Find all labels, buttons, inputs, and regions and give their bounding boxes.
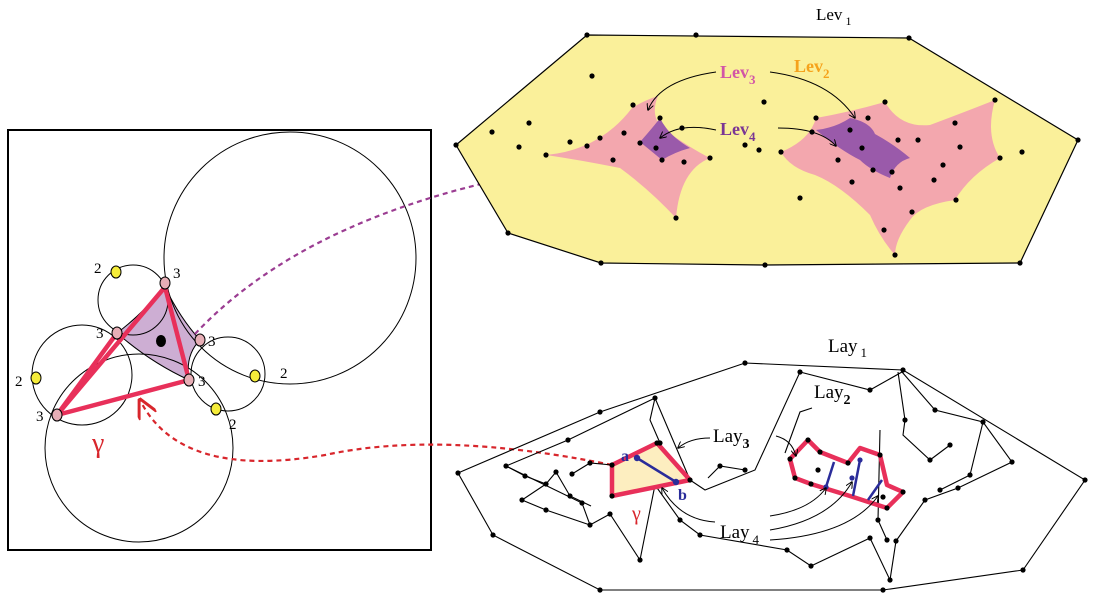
lev3-region-left <box>546 96 710 218</box>
edge-ab <box>636 456 677 484</box>
lev3-arrow-left <box>648 71 717 110</box>
count-label-top-yellow: 2 <box>94 261 102 277</box>
vertex-yellow-bottom <box>210 402 222 416</box>
lay4-arrow-left <box>662 488 716 523</box>
panel-frame <box>7 129 432 551</box>
vertex-pink-left-mid <box>111 326 123 340</box>
dashed-arrow-to-gamma <box>140 400 613 467</box>
vertex-b <box>672 478 680 486</box>
vertex-b-label: b <box>678 487 687 504</box>
lay3-arrow-right <box>775 435 796 456</box>
lay4-arrow-3 <box>769 496 878 541</box>
lev3-arrow-right <box>769 71 855 118</box>
count-label-left-mid: 3 <box>96 326 104 342</box>
layers-diagram: Lay 1 Lay2 Lay3 Lay 4 a b γ <box>455 336 1088 593</box>
count-label-bottom-left: 3 <box>36 409 44 425</box>
lay3-label: Lay3 <box>713 426 750 452</box>
vertex-pink-right-upper <box>194 333 206 347</box>
interior-point <box>156 335 166 347</box>
count-label-right-lower: 3 <box>198 374 206 390</box>
lay4-arrow-2 <box>769 482 852 531</box>
count-label-left-yellow: 2 <box>15 374 23 390</box>
lev4-arrow-right <box>777 127 836 146</box>
vertex-pink-top <box>159 276 171 290</box>
lay4-arrow-1 <box>769 488 826 517</box>
gamma-label: γ <box>91 428 104 459</box>
lay4-points <box>823 457 863 490</box>
circle-packing <box>30 131 417 543</box>
lay1-label: Lay 1 <box>828 336 867 360</box>
lay-points <box>455 360 1088 593</box>
lay3-polygon-right <box>787 437 906 511</box>
lev3-label: Lev3 <box>720 62 756 87</box>
vertex-yellow-top <box>110 265 122 279</box>
vertex-a <box>633 454 641 462</box>
vertex-pink-right-lower <box>183 373 195 387</box>
packing-circle-bottom <box>44 353 234 543</box>
lay-internal-edges <box>505 371 984 541</box>
lay3-arrow-left <box>678 437 711 448</box>
packing-circle-big-right <box>163 131 417 385</box>
gamma-triangle-side <box>55 331 119 417</box>
vertex-pink-bottom-left <box>51 408 63 422</box>
levels-diagram: Lev 1 Lev3 Lev2 Lev4 <box>453 5 1081 268</box>
count-label-right-upper: 3 <box>208 334 216 350</box>
lay2-outline <box>504 371 1013 582</box>
circle-packing-panel: 3 2 3 2 3 3 3 2 2 γ <box>7 129 432 551</box>
lay1-outline <box>457 362 1086 591</box>
vertex-yellow-right <box>249 369 261 383</box>
lev4-label: Lev4 <box>720 119 756 144</box>
vertex-a-label: a <box>621 448 629 465</box>
count-label-bottom-yellow: 2 <box>229 417 237 433</box>
lay-gamma-label: γ <box>631 503 641 525</box>
lay2-label: Lay2 <box>814 382 851 408</box>
count-label-top: 3 <box>173 266 181 282</box>
lev2-label: Lev2 <box>794 56 830 81</box>
lay4-segments <box>824 459 884 501</box>
vertex-yellow-left <box>30 371 42 385</box>
lev1-label: Lev 1 <box>816 5 851 28</box>
count-label-right-yellow: 2 <box>280 366 288 382</box>
lay4-label: Lay 4 <box>720 522 760 547</box>
gamma-triangle <box>54 284 192 418</box>
lev4-arrow-left <box>660 126 717 138</box>
